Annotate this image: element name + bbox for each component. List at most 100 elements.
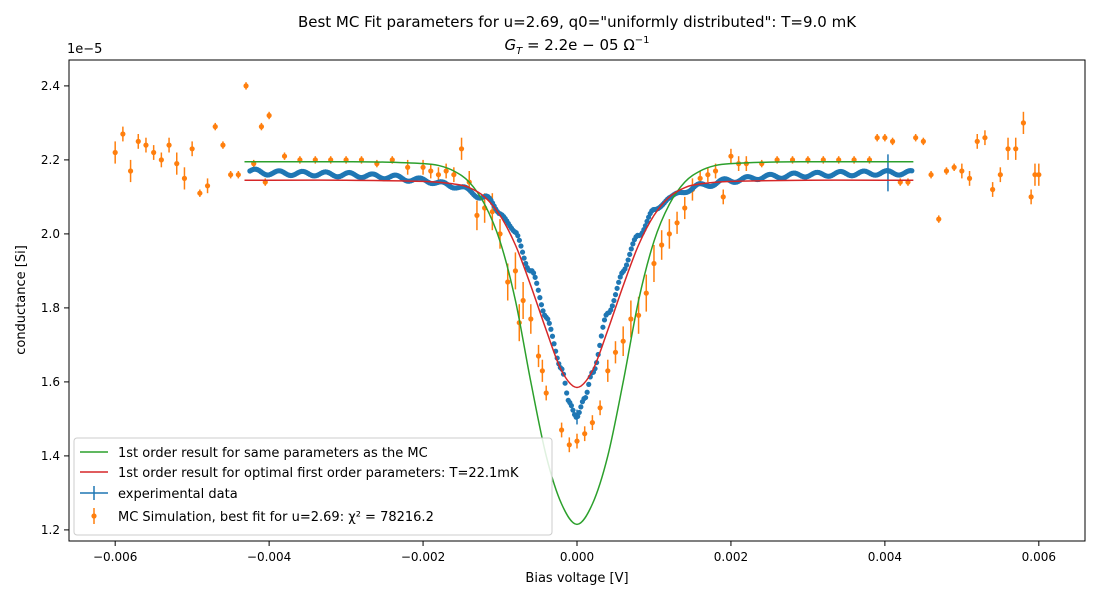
mc-point bbox=[428, 168, 434, 174]
y-tick-label: 2.0 bbox=[41, 227, 60, 241]
mc-point bbox=[451, 172, 457, 178]
subtitle-text: GT = 2.2e − 05 Ω−1 bbox=[504, 35, 649, 57]
mc-point bbox=[266, 112, 272, 119]
experimental-point bbox=[586, 381, 592, 387]
mc-point bbox=[474, 212, 480, 218]
mc-point bbox=[605, 368, 611, 374]
mc-simulation-series bbox=[112, 82, 1042, 453]
subtitle-sub: T bbox=[516, 46, 523, 57]
experimental-point bbox=[644, 218, 650, 224]
experimental-point bbox=[627, 251, 633, 257]
x-tick-label: −0.006 bbox=[93, 550, 137, 564]
mc-point bbox=[936, 216, 942, 222]
first-order-same-params-line bbox=[244, 160, 914, 526]
experimental-point bbox=[548, 326, 554, 332]
x-tick-label: 0.006 bbox=[1022, 550, 1056, 564]
mc-point bbox=[1013, 146, 1019, 152]
mc-point bbox=[959, 168, 965, 174]
mc-point bbox=[151, 149, 157, 156]
experimental-point bbox=[532, 274, 538, 280]
experimental-point bbox=[570, 407, 576, 413]
mc-point bbox=[243, 83, 249, 89]
mc-point bbox=[574, 438, 580, 444]
mc-point bbox=[774, 157, 780, 163]
mc-point bbox=[982, 135, 988, 141]
subtitle-mid: = 2.2e − 05 Ω bbox=[522, 36, 635, 54]
mc-point bbox=[943, 168, 950, 174]
experimental-point bbox=[612, 292, 619, 298]
legend-box bbox=[73, 437, 553, 536]
mc-point bbox=[212, 124, 218, 130]
experimental-point bbox=[562, 380, 568, 386]
y-offset-label: 1e−5 bbox=[67, 42, 102, 57]
x-axis-label: Bias voltage [V] bbox=[525, 571, 628, 586]
experimental-point bbox=[623, 262, 630, 268]
mc-point bbox=[597, 405, 603, 411]
mc-point bbox=[505, 279, 511, 285]
mc-point bbox=[174, 161, 180, 167]
mc-point bbox=[728, 153, 734, 159]
experimental-point bbox=[568, 403, 574, 409]
mc-point bbox=[543, 390, 549, 396]
mc-point bbox=[997, 172, 1003, 178]
mc-point bbox=[697, 175, 703, 181]
experimental-point bbox=[518, 243, 524, 249]
experimental-point bbox=[584, 389, 590, 395]
legend-swatch-orange bbox=[91, 508, 97, 524]
legend-swatch-blue bbox=[80, 486, 108, 500]
mc-point bbox=[520, 297, 526, 304]
experimental-point bbox=[551, 341, 557, 347]
mc-point bbox=[566, 442, 572, 448]
mc-point bbox=[120, 131, 126, 137]
mc-point bbox=[666, 231, 672, 237]
experimental-point bbox=[534, 280, 540, 286]
y-tick-label: 1.2 bbox=[41, 523, 60, 537]
mc-point bbox=[258, 124, 265, 130]
mc-point bbox=[539, 368, 545, 374]
experimental-point bbox=[564, 390, 570, 396]
mc-point bbox=[874, 135, 880, 141]
mc-point bbox=[443, 168, 449, 174]
mc-point bbox=[882, 135, 888, 141]
legend-label-green: 1st order result for same parameters as … bbox=[118, 446, 428, 461]
mc-point bbox=[204, 183, 211, 189]
mc-point bbox=[220, 142, 226, 148]
mc-point bbox=[281, 153, 288, 159]
mc-point bbox=[974, 138, 980, 144]
experimental-point bbox=[521, 255, 527, 261]
mc-point bbox=[528, 316, 534, 322]
mc-point bbox=[420, 164, 426, 170]
legend-label-blue: experimental data bbox=[118, 487, 238, 502]
experimental-point bbox=[576, 409, 582, 416]
experimental-point bbox=[597, 342, 603, 348]
mc-point bbox=[112, 149, 118, 156]
experimental-point bbox=[538, 302, 545, 308]
experimental-point bbox=[622, 266, 628, 272]
mc-point bbox=[705, 172, 711, 178]
mc-point bbox=[674, 220, 680, 226]
mc-point bbox=[1005, 146, 1011, 152]
experimental-point bbox=[530, 270, 537, 276]
experimental-point bbox=[578, 404, 584, 410]
mc-point bbox=[659, 242, 665, 248]
mc-point bbox=[389, 157, 395, 163]
title-text: Best MC Fit parameters for u=2.69, q0="u… bbox=[298, 13, 857, 31]
experimental-point bbox=[545, 316, 551, 322]
mc-point bbox=[682, 205, 688, 211]
mc-point bbox=[181, 175, 188, 181]
legend: 1st order result for same parameters as … bbox=[73, 437, 553, 536]
experimental-point bbox=[549, 333, 556, 339]
experimental-point bbox=[625, 257, 631, 263]
experimental-point bbox=[515, 233, 521, 239]
experimental-point bbox=[598, 333, 604, 339]
mc-point bbox=[928, 172, 934, 178]
legend-label-red: 1st order result for optimal first order… bbox=[118, 466, 519, 481]
legend-label-orange: MC Simulation, best fit for u=2.69: χ² =… bbox=[118, 510, 434, 525]
mc-point bbox=[582, 431, 588, 437]
mc-point bbox=[535, 353, 542, 359]
mc-point bbox=[712, 168, 719, 174]
first-order-optimal-line bbox=[244, 179, 914, 389]
experimental-point bbox=[519, 249, 526, 255]
experimental-point bbox=[608, 307, 614, 313]
